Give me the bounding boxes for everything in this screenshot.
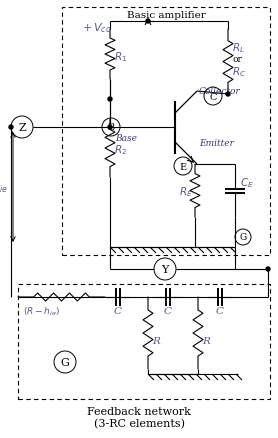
Text: $+\,V_{cc}$: $+\,V_{cc}$	[82, 21, 111, 35]
Text: R: R	[202, 336, 210, 345]
Text: or: or	[232, 55, 242, 64]
Circle shape	[108, 126, 112, 130]
Text: Basic amplifier: Basic amplifier	[126, 11, 205, 19]
Circle shape	[226, 93, 230, 97]
Text: Emitter: Emitter	[199, 138, 234, 147]
Text: Z: Z	[18, 123, 26, 133]
Text: $R_L$: $R_L$	[232, 41, 245, 55]
Text: C: C	[216, 307, 224, 316]
Text: $R_2$: $R_2$	[114, 143, 127, 156]
Text: $C_E$: $C_E$	[240, 176, 254, 190]
Text: C: C	[209, 92, 217, 101]
Text: Y: Y	[161, 265, 169, 274]
Text: B: B	[107, 123, 115, 132]
Text: $(R-h_{ie})$: $(R-h_{ie})$	[23, 305, 60, 318]
Text: $h_{ie}$: $h_{ie}$	[0, 181, 8, 194]
Circle shape	[146, 20, 150, 24]
Text: $R_1$: $R_1$	[114, 50, 127, 64]
Text: C: C	[114, 307, 122, 316]
Text: E: E	[179, 162, 187, 171]
Text: G: G	[61, 357, 70, 367]
Circle shape	[266, 267, 270, 272]
Text: G: G	[239, 233, 247, 242]
Text: C: C	[164, 307, 172, 316]
Circle shape	[108, 98, 112, 102]
Text: Base: Base	[115, 134, 137, 143]
Text: R: R	[152, 336, 160, 345]
Bar	[62, 8, 270, 255]
Text: $R_E$: $R_E$	[179, 185, 193, 198]
Text: $R_C$: $R_C$	[232, 65, 246, 79]
Text: Collector: Collector	[199, 87, 241, 96]
Text: Feedback network
(3-RC elements): Feedback network (3-RC elements)	[87, 406, 191, 428]
Bar	[18, 284, 270, 399]
Circle shape	[9, 126, 13, 130]
